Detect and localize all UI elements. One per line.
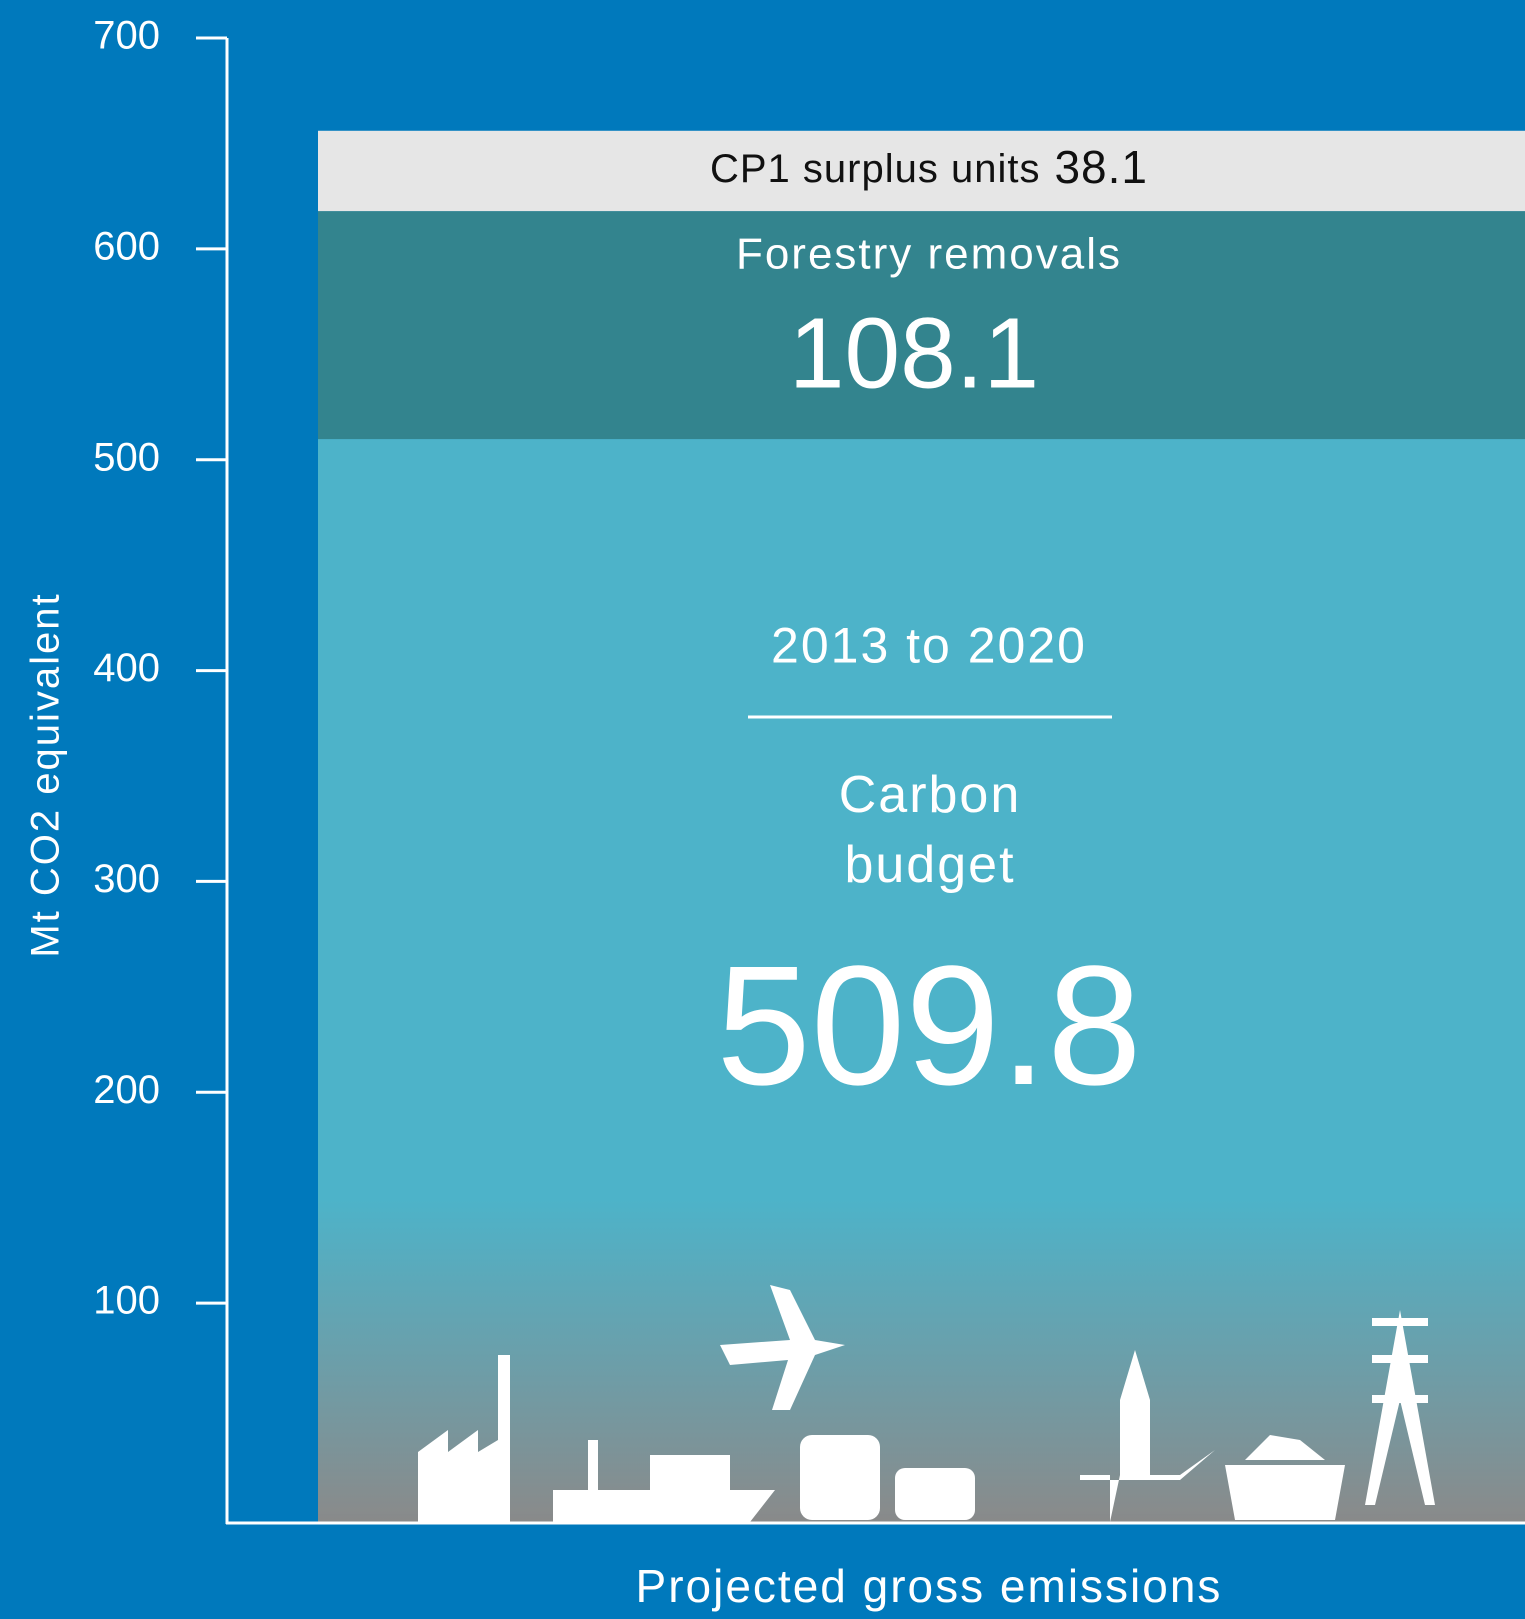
annotation: 2013 to 2020 bbox=[771, 617, 1087, 673]
y-tick-label: 400 bbox=[93, 646, 160, 690]
industry-icons bbox=[418, 1285, 1435, 1522]
x-tick-label: Projected gross emissions bbox=[636, 1560, 1223, 1612]
y-tick-label: 100 bbox=[93, 1279, 160, 1323]
bar-segment bbox=[318, 130, 1525, 212]
y-tick-label: 600 bbox=[93, 224, 160, 268]
y-tick-label: 700 bbox=[93, 14, 160, 58]
y-tick-label: 500 bbox=[93, 435, 160, 479]
y-tick-label: 300 bbox=[93, 857, 160, 901]
series-name: CP1 surplus units bbox=[710, 147, 1040, 191]
series-name: Forestry removals bbox=[736, 230, 1122, 279]
y-axis-label: Mt CO2 equivalent bbox=[24, 592, 68, 957]
budget-label: Carbon budget bbox=[838, 766, 1022, 894]
value-label: 108.1 bbox=[789, 298, 1039, 410]
y-tick-label: 200 bbox=[93, 1068, 160, 1112]
value-label: 509.8 bbox=[716, 931, 1141, 1121]
bar-segment bbox=[318, 211, 1525, 440]
segment-label: CP1 surplus units 38.1 bbox=[710, 141, 1148, 193]
value-label: 38.1 bbox=[1054, 141, 1148, 193]
